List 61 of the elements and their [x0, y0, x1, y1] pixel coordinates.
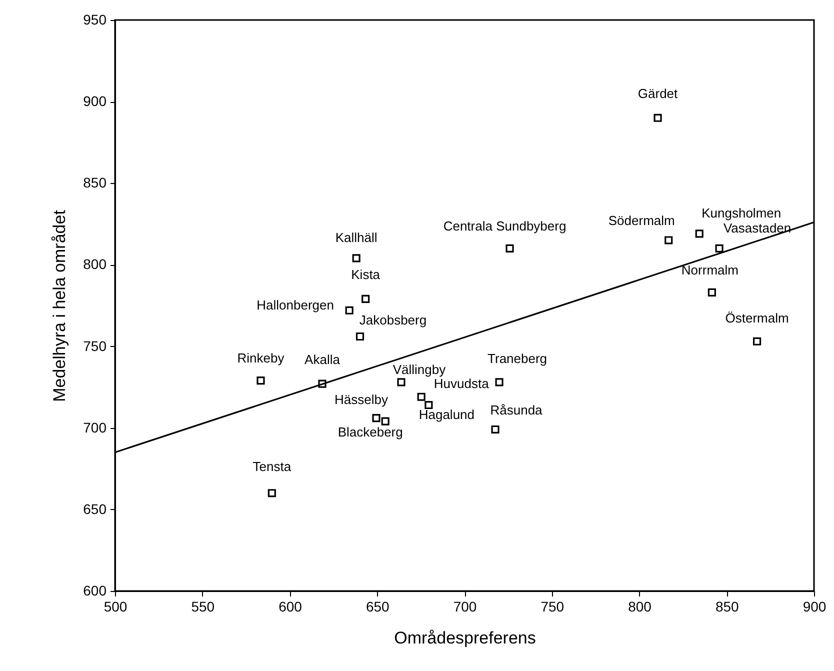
x-tick-label: 900	[802, 598, 826, 614]
y-tick-label: 800	[83, 256, 107, 272]
annotation: Jakobsberg	[359, 312, 427, 328]
x-tick-label: 600	[278, 598, 302, 614]
x-tick-label: 550	[191, 598, 215, 614]
point	[356, 332, 364, 341]
annotation: Vällingby	[392, 362, 446, 378]
point	[695, 230, 704, 238]
point	[495, 378, 504, 386]
annotation: Hässelby	[334, 392, 388, 408]
annotation: Centrala Sundbyberg	[443, 218, 566, 234]
x-tick-label: 850	[715, 598, 740, 614]
point	[506, 244, 514, 252]
y-tick-label: 900	[83, 93, 107, 110]
y-tick-label: 950	[83, 12, 107, 28]
point	[352, 254, 360, 262]
annotation: Blackeberg	[338, 424, 403, 440]
point	[708, 288, 716, 296]
point	[256, 376, 265, 385]
annotation: Råsunda	[490, 402, 544, 418]
x-tick-label: 650	[366, 598, 390, 614]
annotation: Akalla	[304, 352, 341, 367]
annotation: Norrmalm	[681, 262, 738, 278]
point	[424, 400, 433, 410]
point	[362, 294, 370, 304]
point	[752, 337, 762, 346]
y-tick-label: 650	[83, 500, 107, 517]
point	[397, 378, 406, 386]
y-tick-label: 700	[83, 419, 107, 436]
x-tick-label: 800	[628, 598, 652, 614]
annotation: Rinkeby	[237, 350, 285, 366]
point	[345, 306, 354, 314]
annotation: Hagalund	[418, 407, 475, 422]
annotation: Kallhäll	[335, 230, 378, 246]
point	[268, 489, 276, 498]
x-axis-title: Områdespreferens	[394, 628, 536, 648]
annotation: Kista	[351, 266, 381, 282]
annotation: Tensta	[252, 459, 292, 474]
annotation: Södermalm	[608, 213, 675, 228]
point	[654, 114, 662, 122]
y-tick-label: 750	[83, 338, 107, 354]
annotation: Gärdet	[638, 86, 678, 101]
point	[372, 414, 380, 422]
point	[664, 236, 673, 244]
annotation: Huvudsta	[434, 376, 490, 391]
annotation: Traneberg	[488, 351, 548, 366]
y-tick-label: 600	[83, 582, 107, 598]
annotation: Östermalm	[725, 310, 789, 326]
point	[318, 380, 326, 388]
x-tick-label: 750	[540, 598, 564, 614]
point	[417, 392, 426, 401]
x-tick-label: 500	[104, 598, 128, 614]
y-axis-title: Medelhyra i hela området	[50, 210, 70, 402]
y-tick-label: 850	[83, 174, 107, 191]
annotation: Vasastaden	[723, 220, 792, 236]
point	[381, 417, 390, 426]
x-tick-label: 700	[453, 598, 477, 614]
annotation: Hallonbergen	[256, 297, 334, 312]
annotation: Kungsholmen	[702, 206, 782, 221]
point	[491, 425, 500, 434]
point	[715, 244, 724, 252]
